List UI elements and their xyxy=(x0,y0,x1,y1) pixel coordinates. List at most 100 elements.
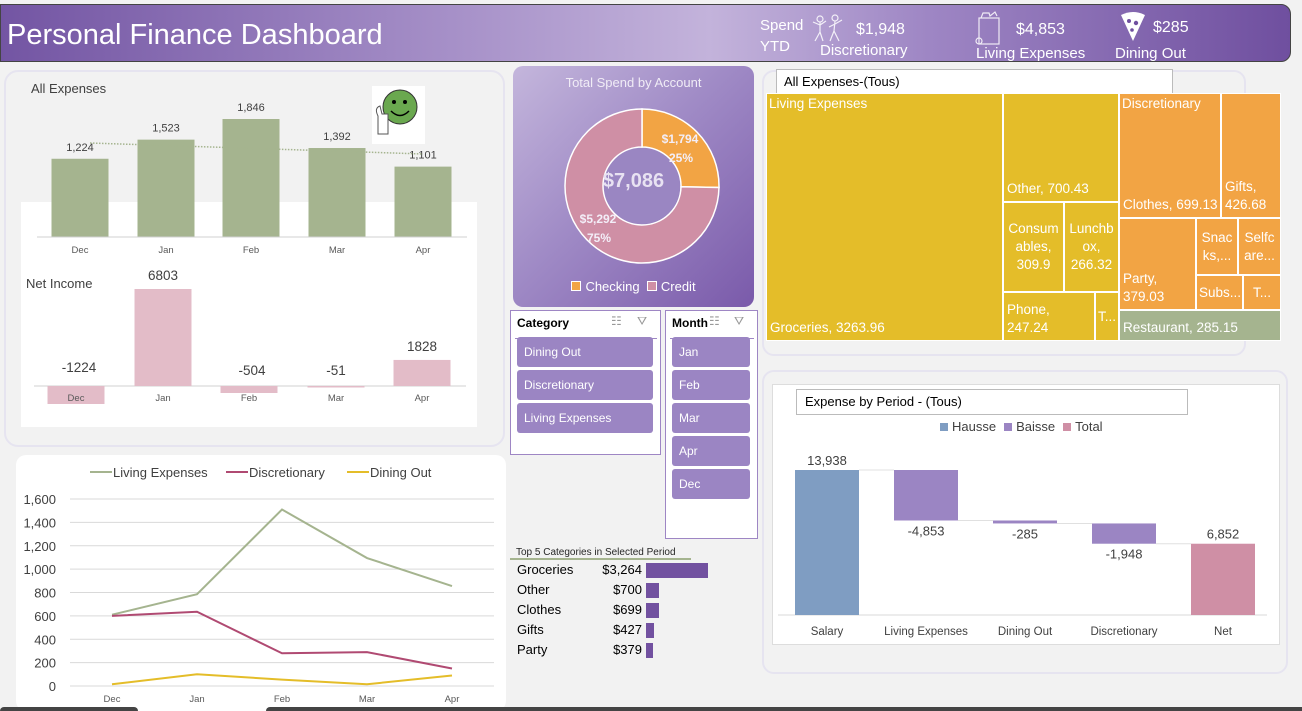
top5-category-name: Other xyxy=(517,582,550,597)
x-tick-label: Jan xyxy=(158,245,173,256)
treemap-tile[interactable]: Groceries, 3263.96 xyxy=(766,93,1003,341)
legend-checking-swatch xyxy=(571,281,582,291)
net-income-label: -51 xyxy=(326,363,346,378)
expense-bar-label: 1,392 xyxy=(323,131,351,143)
treemap-group-label: Discretionary xyxy=(1122,96,1201,111)
treemap-tile[interactable]: Clothes, 699.13 xyxy=(1119,93,1221,218)
x-tick-label: Net xyxy=(1214,626,1233,638)
treemap-tile[interactable]: Restaurant, 285.15 xyxy=(1119,310,1281,341)
treemap-tile[interactable]: Party, 379.03 xyxy=(1119,218,1196,310)
slicer-item-mar[interactable]: Mar xyxy=(672,403,750,433)
slicer-item-apr[interactable]: Apr xyxy=(672,436,750,466)
expense-bar-apr xyxy=(394,166,452,237)
x-tick-label: Mar xyxy=(328,393,344,404)
expense-bar-label: 1,224 xyxy=(66,142,94,154)
x-tick-label: Feb xyxy=(274,694,290,705)
slicer-item-discretionary[interactable]: Discretionary xyxy=(517,370,653,400)
top5-bar xyxy=(646,603,660,618)
treemap-tile-label: T... xyxy=(1252,284,1271,300)
expense-bar-feb xyxy=(222,119,280,237)
top5-category-value: $3,264 xyxy=(602,562,642,577)
treemap-tile-label: Gifts, 426.68 xyxy=(1225,179,1267,212)
pizza-slice-icon xyxy=(1121,12,1145,41)
treemap-tile-label: Consum ables, 309.9 xyxy=(1008,221,1059,272)
waterfall-bar-dining-out xyxy=(993,520,1057,524)
clear-filter-icon[interactable]: ⛛ xyxy=(637,314,648,328)
donut-slice-checking xyxy=(641,108,720,189)
legend-label: Dining Out xyxy=(370,465,432,480)
ytd-label: YTD xyxy=(760,38,790,55)
legend-swatch xyxy=(940,423,948,431)
slicer-item-feb[interactable]: Feb xyxy=(672,370,750,400)
clear-filter-icon[interactable]: ⛛ xyxy=(734,314,745,328)
donut-slice-credit xyxy=(564,108,720,264)
x-tick-label: Jan xyxy=(189,694,204,705)
donut-legend: Checking Credit xyxy=(513,279,754,294)
month-slicer-title: Month xyxy=(672,316,708,330)
x-tick-label: Mar xyxy=(329,245,345,256)
category-trend-line-chart: 0 200 400 600 800 1,000 1,200 1,400 1,600 Dec Jan F… xyxy=(23,465,494,705)
slicer-item-jan[interactable]: Jan xyxy=(672,337,750,367)
treemap-tile[interactable]: Other, 700.43 xyxy=(1003,93,1119,202)
donut-hole xyxy=(604,148,680,224)
x-tick-label: Apr xyxy=(445,694,460,705)
expense-bar-mar xyxy=(308,148,366,237)
waterfall-bar-living-expenses xyxy=(894,470,958,521)
net-income-bar-chart: -1224 Dec 6803 Jan -504 Feb -51 Mar 1828 Apr xyxy=(34,268,466,404)
treemap-tile-label: Restaurant, 285.15 xyxy=(1123,320,1238,335)
donut-total: $7,086 xyxy=(602,170,665,192)
treemap-tile-label: Snac ks,... xyxy=(1201,229,1233,263)
y-tick-label: 200 xyxy=(34,656,56,671)
net-income-label: 1828 xyxy=(407,339,437,354)
legend-credit: Credit xyxy=(660,279,696,294)
treemap-tile[interactable]: Selfc are... xyxy=(1238,218,1281,275)
x-tick-label: Apr xyxy=(415,393,430,404)
treemap-tile[interactable]: Snac ks,... xyxy=(1196,218,1238,275)
waterfall-value-label: 13,938 xyxy=(807,453,847,468)
y-tick-label: 1,400 xyxy=(23,515,56,530)
treemap-tile-label: Clothes, 699.13 xyxy=(1123,197,1218,212)
line-chart-panel xyxy=(16,455,506,711)
kpi-dining-out-label: Dining Out xyxy=(1115,45,1186,62)
legend-label-baisse: Baisse xyxy=(1016,419,1056,434)
category-slicer: Category ☷ ⛛ Dining Out Discretionary Livi… xyxy=(510,310,661,455)
kpi-living-expenses-value: $4,853 xyxy=(1016,21,1065,38)
treemap-tile[interactable]: T... xyxy=(1095,292,1119,341)
slicer-item-living-expenses[interactable]: Living Expenses xyxy=(517,403,653,433)
treemap-group-label: Living Expenses xyxy=(769,96,868,111)
top5-bar xyxy=(646,563,708,578)
donut-title: Total Spend by Account xyxy=(565,75,702,90)
donut-value-label: $5,292 xyxy=(580,212,617,226)
x-tick-label: Dec xyxy=(104,694,121,705)
top5-bar xyxy=(646,623,655,638)
slicer-item-dec[interactable]: Dec xyxy=(672,469,750,499)
slicer-item-dining-out[interactable]: Dining Out xyxy=(517,337,653,367)
x-tick-label: Dec xyxy=(68,393,85,404)
y-tick-label: 600 xyxy=(34,609,56,624)
expenses-treemap: Groceries, 3263.96 Other, 700.43 Consum ab… xyxy=(766,93,1282,341)
waterfall-bar-salary xyxy=(795,470,859,615)
x-tick-label: Living Expenses xyxy=(884,626,968,638)
treemap-tile[interactable]: Phone, 247.24 xyxy=(1003,292,1095,341)
legend-label: Living Expenses xyxy=(113,465,208,480)
treemap-tile-label: Lunchb ox, 266.32 xyxy=(1069,221,1114,272)
treemap-tile[interactable]: T... xyxy=(1243,275,1281,310)
multi-select-icon[interactable]: ☷ xyxy=(611,314,622,328)
treemap-tile[interactable]: Lunchb ox, 266.32 xyxy=(1064,202,1119,292)
expense-bar-dec xyxy=(51,158,109,237)
legend-swatch xyxy=(1004,423,1013,431)
legend-label: Discretionary xyxy=(249,465,325,480)
x-tick-label: Feb xyxy=(241,393,257,404)
treemap-tile[interactable]: Subs... xyxy=(1196,275,1243,310)
expense-bar-label: 1,101 xyxy=(409,150,437,162)
x-tick-label: Jan xyxy=(155,393,170,404)
page-title: Personal Finance Dashboard xyxy=(7,19,383,51)
treemap-tile[interactable]: Gifts, 426.68 xyxy=(1221,93,1281,218)
treemap-tile[interactable]: Consum ables, 309.9 xyxy=(1003,202,1064,292)
y-tick-label: 1,000 xyxy=(23,562,56,577)
spend-label: Spend xyxy=(760,17,804,34)
waterfall-bar-discretionary xyxy=(1092,523,1156,544)
expense-bar-jan xyxy=(137,139,195,237)
thumbs-up-smiley-icon xyxy=(372,86,425,144)
multi-select-icon[interactable]: ☷ xyxy=(709,314,720,328)
